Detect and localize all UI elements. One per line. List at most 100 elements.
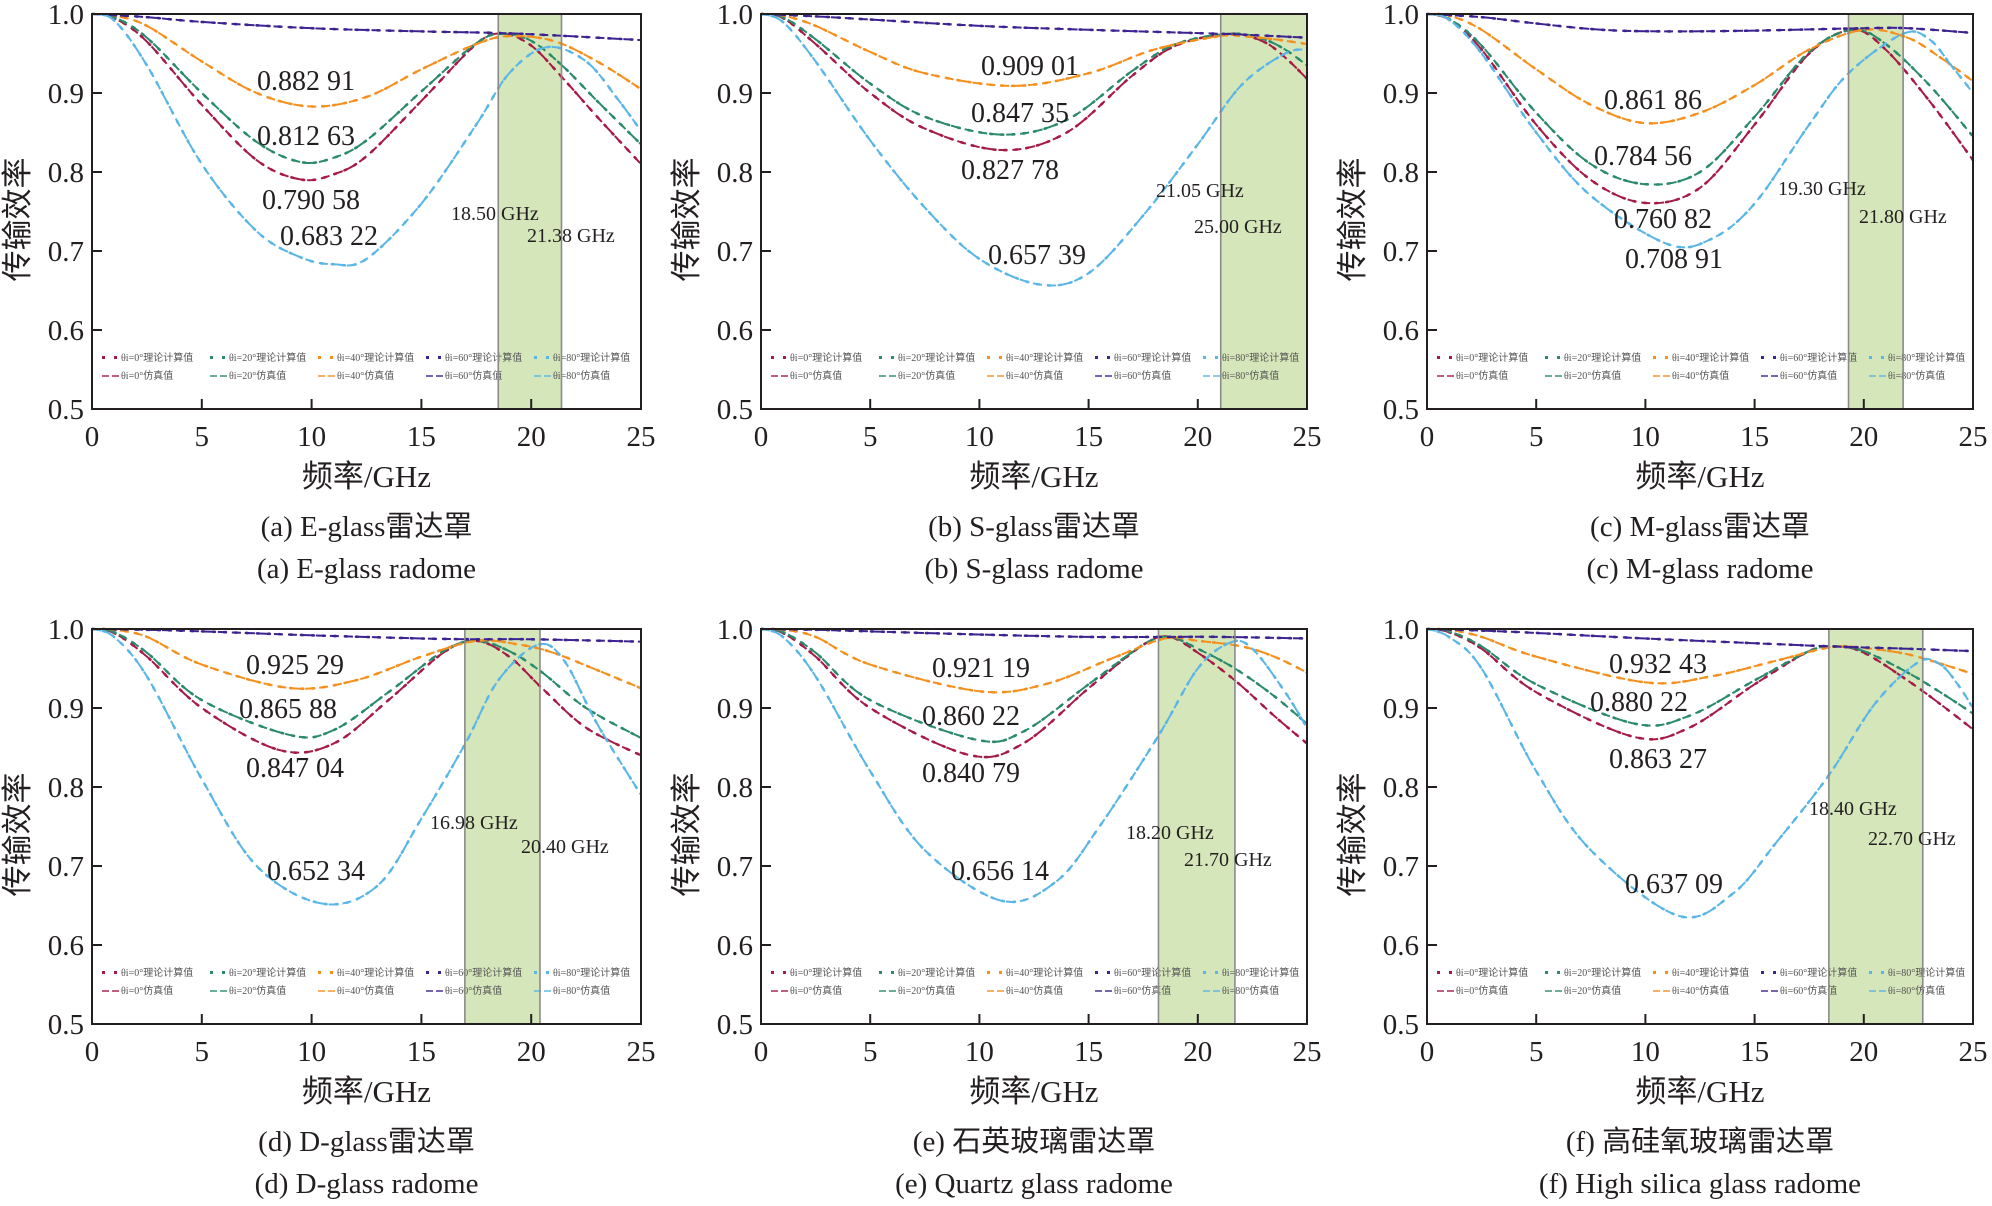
y-tick-label: 1.0 (717, 0, 753, 31)
series-theory-line (1427, 627, 1973, 727)
series-simulation-line (92, 628, 641, 757)
x-tick-label: 5 (195, 1036, 210, 1068)
minimum-value-label: 0.812 63 (257, 121, 355, 152)
series-simulation-line (92, 628, 641, 643)
x-tick-label: 10 (1631, 1036, 1660, 1068)
y-axis-title: 传输效率 (0, 773, 35, 897)
series-simulation-line (1427, 13, 1973, 249)
x-tick-label: 20 (1183, 1036, 1212, 1068)
legend-label-simulation: θi=60°仿真值 (1114, 369, 1171, 382)
legend-marker-theory (546, 971, 549, 974)
legend-marker-theory (1449, 356, 1452, 359)
legend-label-theory: θi=0°理论计算值 (121, 966, 193, 979)
series-simulation-line (1427, 13, 1973, 205)
y-axis-title: 传输效率 (669, 773, 704, 897)
legend-label-simulation: θi=80°仿真值 (1888, 984, 1945, 997)
legend-marker-theory (1653, 971, 1656, 974)
series-theory-line (761, 627, 1307, 640)
minimum-value-label: 0.921 19 (932, 653, 1030, 684)
legend: θi=0°理论计算值 θi=0°仿真值 θi=20°理论计算值 θi=20°仿真值 θi… (102, 966, 630, 997)
legend-label-simulation: θi=0°仿真值 (1456, 984, 1508, 997)
legend-marker-theory (546, 356, 549, 359)
legend-label-theory: θi=40°理论计算值 (1006, 966, 1083, 979)
y-tick-label: 0.5 (717, 394, 753, 426)
series-simulation-line (761, 13, 1307, 152)
legend-label-theory: θi=0°理论计算值 (790, 351, 862, 364)
series-simulation-line (92, 13, 641, 108)
x-tick-label: 0 (85, 421, 100, 453)
legend-label-simulation: θi=80°仿真值 (1222, 369, 1279, 382)
legend-marker-theory (1881, 356, 1884, 359)
band-end-label: 21.38 GHz (527, 225, 615, 247)
legend-marker-theory (891, 971, 894, 974)
legend-label-simulation: θi=20°仿真值 (898, 369, 955, 382)
series-simulation-line (1427, 628, 1973, 727)
minimum-value-label: 0.657 39 (988, 240, 1086, 271)
legend-marker-theory (891, 356, 894, 359)
series-group (92, 12, 641, 267)
legend-marker-theory (1665, 356, 1668, 359)
legend-label-simulation: θi=60°仿真值 (1780, 369, 1837, 382)
band-end-label: 25.00 GHz (1194, 216, 1282, 238)
legend-marker-theory (438, 356, 441, 359)
legend-label-theory: θi=0°理论计算值 (1456, 966, 1528, 979)
legend-label-theory: θi=0°理论计算值 (121, 351, 193, 364)
x-tick-label: 0 (85, 1036, 100, 1068)
legend-label-simulation: θi=20°仿真值 (1564, 984, 1621, 997)
caption-english: (b) S-glass radome (924, 553, 1143, 585)
legend-label-simulation: θi=0°仿真值 (121, 984, 173, 997)
y-tick-label: 0.5 (1383, 1009, 1419, 1041)
legend: θi=0°理论计算值 θi=0°仿真值 θi=20°理论计算值 θi=20°仿真值 θi… (102, 351, 630, 382)
legend-marker-theory (438, 971, 441, 974)
series-simulation-line (92, 13, 641, 182)
frequency-band-highlight (1848, 14, 1904, 409)
caption-english: (e) Quartz glass radome (895, 1168, 1173, 1200)
legend-marker-theory (318, 356, 321, 359)
legend: θi=0°理论计算值 θi=0°仿真值 θi=20°理论计算值 θi=20°仿真值 θi… (1437, 351, 1965, 382)
y-tick-label: 0.7 (48, 236, 84, 268)
y-tick-label: 0.6 (717, 930, 753, 962)
minimum-value-label: 0.865 88 (239, 694, 337, 725)
y-tick-label: 0.9 (1383, 693, 1419, 725)
y-axis-title: 传输效率 (1335, 158, 1370, 282)
caption-english: (c) M-glass radome (1586, 553, 1813, 585)
band-start-label: 21.05 GHz (1156, 180, 1244, 202)
x-tick-label: 10 (297, 421, 326, 453)
x-tick-label: 5 (863, 1036, 878, 1068)
plot-frame (760, 628, 1308, 1025)
legend-label-simulation: θi=40°仿真值 (1672, 984, 1729, 997)
legend-label-simulation: θi=60°仿真值 (445, 984, 502, 997)
legend-label-theory: θi=80°理论计算值 (1222, 966, 1299, 979)
x-tick-label: 15 (407, 1036, 436, 1068)
caption-chinese: (c) M-glass雷达罩 (1590, 510, 1810, 543)
frequency-band-highlight (464, 629, 540, 1024)
legend-marker-theory (210, 971, 213, 974)
series-theory-line (1427, 12, 1973, 35)
x-tick-label: 25 (1293, 1036, 1322, 1068)
y-tick-label: 0.9 (1383, 78, 1419, 110)
legend-label-simulation: θi=80°仿真值 (1888, 369, 1945, 382)
legend: θi=0°理论计算值 θi=0°仿真值 θi=20°理论计算值 θi=20°仿真值 θi… (771, 966, 1299, 997)
legend-marker-theory (1545, 356, 1548, 359)
plot-frame (91, 628, 642, 1025)
minimum-value-label: 0.860 22 (922, 701, 1020, 732)
legend-marker-theory (1773, 356, 1776, 359)
band-end-label: 21.80 GHz (1859, 206, 1947, 228)
legend-marker-theory (987, 971, 990, 974)
legend-marker-theory (1449, 971, 1452, 974)
band-start-label: 18.20 GHz (1126, 822, 1214, 844)
caption-chinese: (b) S-glass雷达罩 (928, 510, 1140, 543)
legend-label-theory: θi=20°理论计算值 (229, 351, 306, 364)
legend-label-simulation: θi=20°仿真值 (1564, 369, 1621, 382)
legend-label-theory: θi=20°理论计算值 (898, 351, 975, 364)
legend-marker-theory (318, 971, 321, 974)
x-tick-label: 0 (754, 421, 769, 453)
y-tick-label: 1.0 (48, 0, 84, 31)
x-tick-label: 5 (1529, 421, 1544, 453)
minimum-value-label: 0.863 27 (1609, 744, 1707, 775)
legend-label-theory: θi=20°理论计算值 (1564, 966, 1641, 979)
series-simulation-line (761, 628, 1307, 903)
legend-label-theory: θi=60°理论计算值 (445, 966, 522, 979)
series-theory-line (92, 627, 641, 757)
legend-marker-theory (1881, 971, 1884, 974)
